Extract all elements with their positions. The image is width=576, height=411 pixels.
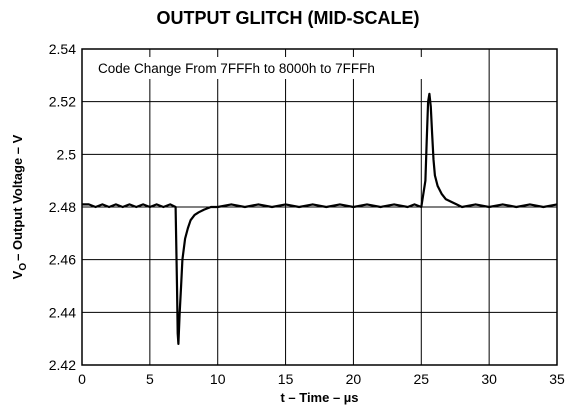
x-tick-label: 20	[346, 371, 362, 387]
x-tick-label: 30	[481, 371, 497, 387]
x-tick-label: 5	[146, 371, 154, 387]
annotation-background	[92, 57, 474, 79]
x-tick-label: 35	[549, 371, 565, 387]
y-axis-label: VO – Output Voltage – V	[10, 134, 29, 279]
x-tick-label: 15	[278, 371, 294, 387]
x-tick-label: 10	[210, 371, 226, 387]
x-tick-label: 0	[78, 371, 86, 387]
y-axis-label-rest: – Output Voltage – V	[10, 134, 25, 260]
y-tick-label: 2.44	[49, 304, 76, 320]
y-tick-label: 2.46	[49, 252, 76, 268]
y-tick-label: 2.48	[49, 199, 76, 215]
x-axis-label: t – Time – µs	[280, 390, 358, 405]
x-axis-label-unit: µs	[344, 390, 359, 405]
chart-title: OUTPUT GLITCH (MID-SCALE)	[156, 8, 420, 28]
y-axis-label-subscript: O	[18, 263, 29, 271]
x-axis-label-prefix: t – Time –	[280, 390, 343, 405]
y-axis-label-v: V	[10, 270, 25, 279]
y-tick-label: 2.54	[49, 41, 76, 57]
y-tick-label: 2.5	[57, 146, 77, 162]
annotation-text: Code Change From 7FFFh to 8000h to 7FFFh	[98, 61, 375, 76]
plot-frame	[81, 48, 558, 366]
tick-layer: 0 5 10 15 20 25 30 35 2.42 2.44 2.46 2.48 2.5 2.52 2.5…	[49, 41, 565, 387]
y-tick-label: 2.42	[49, 357, 76, 373]
series-layer	[82, 92, 558, 345]
series-line	[82, 92, 558, 345]
x-tick-label: 25	[413, 371, 429, 387]
y-tick-label: 2.52	[49, 94, 76, 110]
